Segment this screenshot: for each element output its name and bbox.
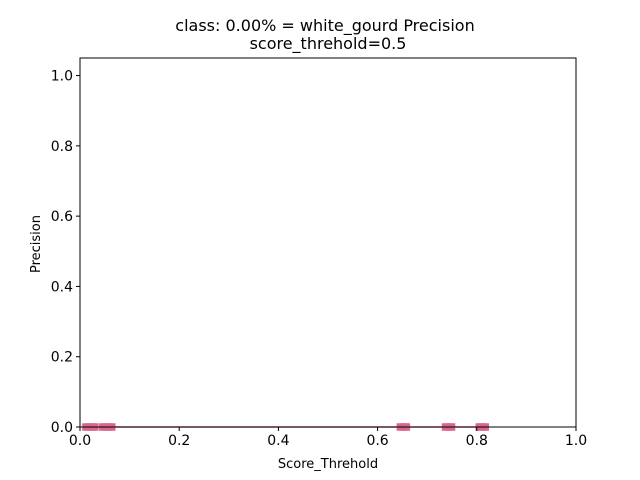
- x-tick-label: 0.8: [466, 433, 488, 449]
- chart-subtitle: score_threhold=0.5: [250, 34, 407, 54]
- chart-title: class: 0.00% = white_gourd Precision: [175, 16, 474, 36]
- y-axis-title: Precision: [29, 215, 44, 273]
- axes-frame: [79, 57, 577, 428]
- y-tick-label: 1.0: [51, 69, 73, 85]
- x-tick-label: 0.4: [267, 433, 289, 449]
- x-tick-label: 0.0: [69, 433, 91, 449]
- x-tick-label: 0.2: [168, 433, 190, 449]
- x-axis-title: Score_Threhold: [278, 457, 378, 472]
- x-tick-label: 0.6: [366, 433, 388, 449]
- y-tick-label: 0.6: [51, 209, 73, 225]
- y-tick-label: 0.8: [51, 139, 73, 155]
- plot-area: 0.0 0.2 0.4 0.6 0.8 1.0 0.0 0.2 0.4 0.6 0.8 1.0: [51, 57, 587, 449]
- y-tick-label: 0.2: [51, 350, 73, 366]
- x-tick-label: 1.0: [565, 433, 587, 449]
- y-tick-label: 0.4: [51, 279, 73, 295]
- y-tick-label: 0.0: [51, 420, 73, 436]
